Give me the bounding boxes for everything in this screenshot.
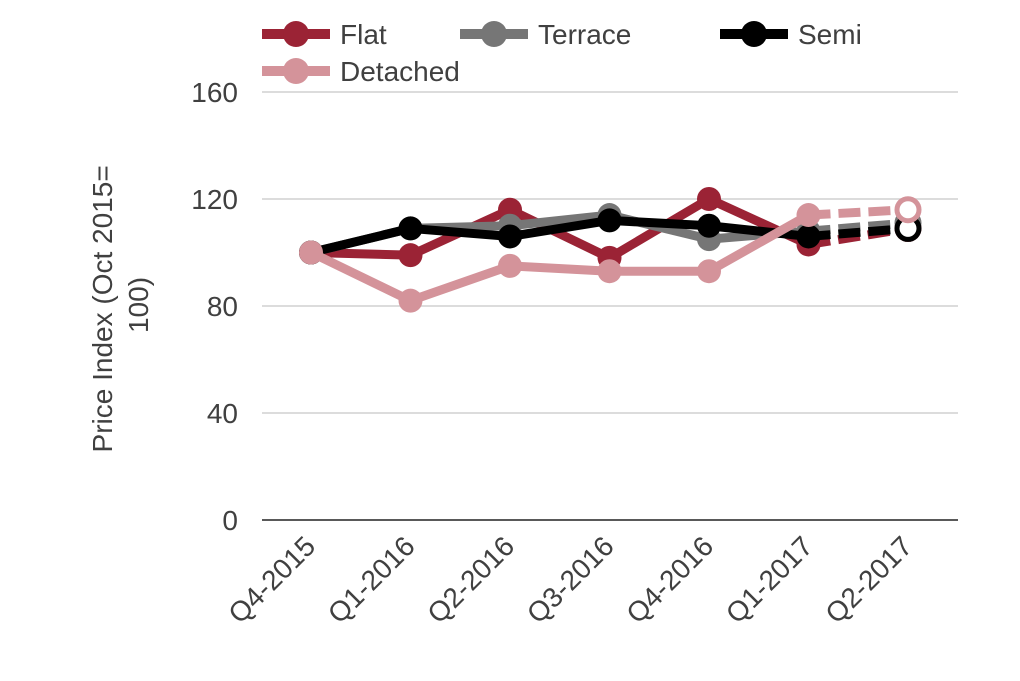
semi-point <box>398 216 423 241</box>
semi-point <box>796 224 821 249</box>
detached-line <box>306 210 813 306</box>
semi-point <box>697 213 721 238</box>
detached-projected-line <box>808 205 909 220</box>
legend-label: Semi <box>798 19 862 50</box>
legend-item-terrace: Terrace <box>460 19 631 50</box>
legend-marker <box>481 21 507 47</box>
legend-item-detached: Detached <box>262 56 460 87</box>
detached-point <box>796 203 821 228</box>
x-axis-ticks: Q4-2015 Q1-2016 Q2-2016 Q3-2016 Q4-2016 Q1-20… <box>222 530 918 629</box>
y-tick-label: 160 <box>191 77 238 108</box>
semi-line <box>306 215 813 257</box>
y-tick-label: 40 <box>207 398 238 429</box>
gridlines <box>262 91 958 521</box>
y-tick-label: 120 <box>191 184 238 215</box>
legend: Flat Terrace Semi Detached <box>262 19 862 87</box>
y-tick-label: 0 <box>222 505 238 536</box>
semi-point <box>597 208 622 233</box>
x-tick-label: Q4-2015 <box>222 530 321 629</box>
detached-point <box>398 288 423 313</box>
flat-point <box>398 243 423 268</box>
x-tick-label: Q1-2017 <box>720 530 819 629</box>
detached-point <box>498 253 522 278</box>
detached-point <box>894 196 922 224</box>
legend-label: Terrace <box>538 19 631 50</box>
series-lines <box>299 187 922 313</box>
terrace-projected-line <box>808 218 909 236</box>
detached-point <box>697 259 721 284</box>
detached-point <box>597 259 622 284</box>
x-tick-label: Q2-2016 <box>421 530 520 629</box>
flat-point <box>697 187 721 211</box>
legend-marker <box>283 58 309 84</box>
x-tick-label: Q1-2016 <box>322 530 421 629</box>
semi-projected-line <box>808 223 909 241</box>
semi-point <box>498 224 522 249</box>
x-tick-label: Q3-2016 <box>521 530 620 629</box>
x-tick-label: Q4-2016 <box>620 530 719 629</box>
flat-line <box>306 194 813 263</box>
legend-marker <box>283 21 309 47</box>
y-axis-title-line-1: Price Index (Oct 2015= <box>87 165 118 452</box>
y-tick-label: 80 <box>207 291 238 322</box>
y-axis-title-line-2: 100) <box>123 277 154 333</box>
legend-label: Detached <box>340 56 460 87</box>
legend-item-semi: Semi <box>720 19 862 50</box>
legend-marker <box>741 21 767 47</box>
legend-label: Flat <box>340 19 387 50</box>
detached-point <box>299 240 323 265</box>
y-axis-title: Price Index (Oct 2015= 100) <box>87 158 154 453</box>
legend-item-flat: Flat <box>262 19 387 50</box>
y-axis-ticks: 0 40 80 120 160 <box>191 77 238 536</box>
x-tick-label: Q2-2017 <box>819 530 918 629</box>
